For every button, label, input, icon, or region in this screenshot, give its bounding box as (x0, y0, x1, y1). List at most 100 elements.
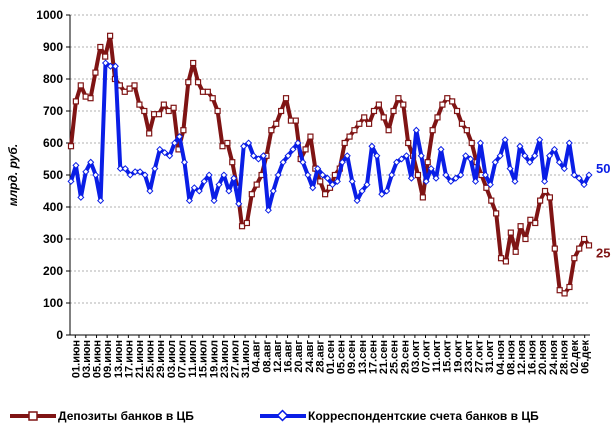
data-point (126, 85, 133, 92)
data-point (453, 107, 461, 115)
x-tick-label: 05.июн (92, 340, 104, 378)
data-point (439, 101, 446, 108)
data-point (121, 88, 128, 95)
x-tick-label: 01.июн (70, 340, 82, 378)
y-tick-label: 700 (43, 104, 63, 118)
x-tick-label: 24.авг (304, 340, 316, 373)
data-point (462, 152, 470, 160)
data-point (561, 290, 568, 297)
x-tick-label: 03.июл (166, 340, 178, 378)
legend-label-corr-accounts: Корреспондентские счета банков в ЦБ (308, 409, 539, 423)
data-point (224, 139, 231, 147)
y-tick-label: 1000 (36, 8, 63, 22)
data-point (273, 120, 280, 127)
data-point (304, 171, 312, 179)
data-point (506, 165, 514, 173)
data-point (526, 158, 534, 166)
x-tick-label: 25.сен (389, 340, 401, 374)
data-point (282, 95, 290, 102)
x-tick-label: 24.ноя (548, 340, 560, 375)
data-point (365, 120, 373, 127)
data-point (292, 117, 299, 124)
data-point (205, 171, 213, 179)
y-tick-label: 500 (43, 168, 63, 182)
data-point (136, 168, 144, 176)
data-point (141, 171, 149, 179)
data-point (442, 171, 450, 179)
data-point (190, 59, 197, 67)
data-point (507, 229, 514, 236)
data-point (254, 155, 263, 163)
y-tick-label: 400 (43, 200, 63, 214)
data-point (424, 159, 431, 166)
data-point (363, 181, 371, 189)
data-point (571, 255, 578, 262)
x-tick-label: 04.авг (251, 340, 263, 373)
data-point (536, 136, 544, 144)
data-point (488, 197, 495, 204)
x-tick-label: 31.окт (484, 339, 496, 373)
data-point (370, 107, 378, 115)
data-point (388, 171, 396, 179)
data-point (243, 219, 251, 227)
data-point (87, 158, 95, 166)
x-tick-label: 03.окт (410, 339, 422, 373)
data-point (279, 158, 287, 166)
data-point (348, 177, 356, 185)
data-point (493, 210, 500, 217)
data-point (565, 139, 573, 147)
x-tick-label: 03.июн (81, 340, 93, 378)
data-point (502, 258, 510, 265)
x-tick-label: 01.сен (325, 340, 337, 374)
data-point (575, 174, 583, 182)
data-point (214, 107, 221, 115)
y-tick-label: 800 (43, 72, 63, 86)
data-point (471, 177, 480, 185)
data-point (566, 283, 573, 291)
x-tick-label: 07.окт (421, 339, 433, 373)
data-point (235, 200, 243, 208)
data-point (385, 127, 392, 134)
data-point (171, 139, 179, 147)
data-point (185, 197, 193, 205)
data-point (397, 155, 406, 163)
x-tick-label: 07.июл (176, 340, 188, 378)
data-point (319, 171, 327, 179)
data-point (215, 181, 223, 189)
data-point (278, 107, 285, 115)
data-point (497, 255, 505, 262)
data-point (102, 53, 109, 60)
data-point (284, 152, 292, 160)
legend-item-deposits: Депозиты банков в ЦБ (8, 405, 194, 427)
data-point (333, 177, 341, 185)
end-label-corr-accounts: 50 (596, 161, 610, 176)
x-tick-label: 31.июл (240, 340, 252, 378)
data-point (151, 165, 159, 173)
data-point (380, 114, 387, 121)
data-point (341, 139, 348, 147)
data-point (92, 69, 99, 76)
data-point (185, 79, 192, 86)
data-point (131, 82, 138, 89)
x-tick-label: 16.ноя (527, 340, 539, 375)
data-point (541, 177, 549, 185)
data-point (146, 187, 154, 195)
data-point (481, 171, 489, 179)
data-point (67, 177, 75, 185)
x-tick-label: 23.июл (219, 340, 231, 378)
data-point (136, 101, 143, 108)
data-point (545, 152, 554, 160)
data-point (240, 142, 248, 150)
data-point (274, 171, 282, 179)
data-point (395, 95, 402, 102)
series-corr-accounts-line (69, 61, 591, 213)
data-point (180, 127, 187, 134)
end-label-deposits: 25 (596, 245, 610, 260)
legend-item-corr-accounts: Корреспондентские счета банков в ЦБ (258, 405, 539, 427)
data-point (511, 177, 519, 185)
data-point (302, 146, 309, 153)
x-tick-label: 27.окт (474, 339, 486, 373)
data-point (390, 107, 397, 115)
data-point (161, 149, 169, 157)
y-tick-label: 100 (43, 296, 63, 310)
